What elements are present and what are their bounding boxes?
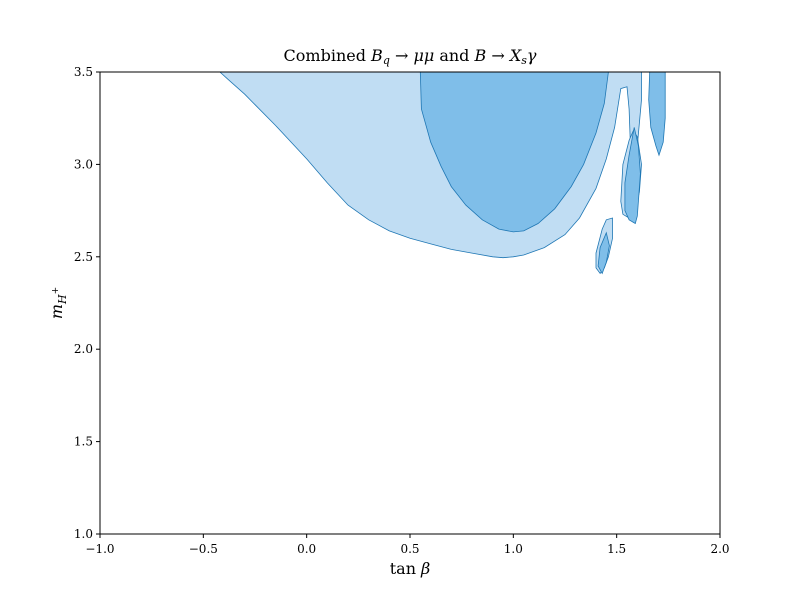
y-axis-label-m: m xyxy=(47,304,66,319)
y-axis-label-sup: + xyxy=(51,287,61,295)
x-tick-label: 0.0 xyxy=(297,542,316,556)
y-axis-ticks: 1.0 1.5 2.0 2.5 3.0 3.5 xyxy=(74,65,100,541)
contour-region-inner-4 xyxy=(597,231,610,275)
x-axis-label-beta: β xyxy=(420,559,430,578)
y-tick-label: 1.0 xyxy=(74,527,93,541)
title-sub-q: q xyxy=(383,54,390,67)
x-tick-label: 1.5 xyxy=(607,542,626,556)
title-b2: B xyxy=(474,46,487,65)
x-tick-label: 1.0 xyxy=(504,542,523,556)
title-prefix: Combined xyxy=(284,46,372,65)
y-tick-label: 3.0 xyxy=(74,157,93,171)
title-x: X xyxy=(508,46,522,65)
title-mumu: μμ xyxy=(413,46,434,65)
y-axis-label: mH+ xyxy=(47,287,69,319)
title-and: and xyxy=(434,46,474,65)
contour-region-inner-2 xyxy=(419,72,609,233)
x-tick-label: 2.0 xyxy=(710,542,729,556)
x-axis-label-tan: tan xyxy=(390,559,416,578)
y-tick-label: 2.5 xyxy=(74,250,93,264)
y-tick-label: 2.0 xyxy=(74,342,93,356)
title-arrow2: → xyxy=(486,46,510,65)
title-arrow1: → xyxy=(390,46,414,65)
chart-title: Combined Bq → μμ and B → Xsγ xyxy=(284,46,537,67)
x-tick-label: −0.5 xyxy=(189,542,218,556)
title-b1: B xyxy=(370,46,383,65)
title-sub-s: s xyxy=(521,54,527,67)
x-axis-label: tan β xyxy=(390,559,431,578)
x-axis-ticks: −1.0 −0.5 0.0 0.5 1.0 1.5 2.0 xyxy=(85,534,730,556)
y-axis-label-sub: H xyxy=(56,294,69,305)
contour-regions xyxy=(219,72,666,275)
y-tick-label: 3.5 xyxy=(74,65,93,79)
x-tick-label: 0.5 xyxy=(400,542,419,556)
title-gamma: γ xyxy=(527,46,537,65)
contour-region-inner-6 xyxy=(624,127,641,225)
x-tick-label: −1.0 xyxy=(85,542,114,556)
y-tick-label: 1.5 xyxy=(74,435,93,449)
contour-region-inner-7 xyxy=(648,72,666,157)
